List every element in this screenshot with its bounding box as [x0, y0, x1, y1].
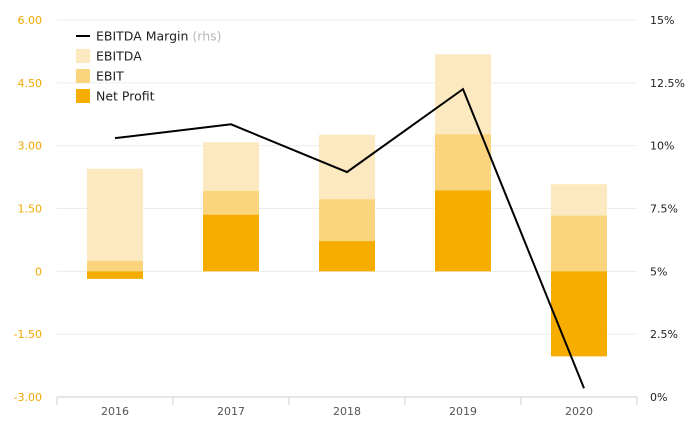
margin-line — [114, 87, 585, 389]
y-left-tick-label: 6.00 — [18, 14, 43, 27]
legend: EBITDA Margin (rhs) EBITDA EBIT Net Profit — [76, 29, 222, 104]
x-tick-label: 2017 — [217, 405, 245, 418]
x-tick-label: 2016 — [101, 405, 129, 418]
bar-net-profit — [551, 271, 607, 357]
legend-item: EBITDA — [76, 49, 142, 64]
x-tick-label: 2020 — [565, 405, 593, 418]
legend-label: EBITDA Margin (rhs) — [96, 29, 222, 44]
x-tick-label: 2019 — [449, 405, 477, 418]
bar-net-profit — [435, 190, 491, 272]
bar-net-profit — [203, 214, 259, 272]
legend-label: EBIT — [96, 69, 124, 84]
bar-ebitda — [87, 168, 143, 272]
bar-net-profit — [319, 241, 375, 272]
y-left-tick-label: -3.00 — [14, 391, 42, 404]
x-tick-label: 2018 — [333, 405, 361, 418]
bars — [87, 54, 607, 357]
legend-swatch — [76, 89, 90, 103]
y-left-tick-label: 3.00 — [18, 140, 43, 153]
y-right-tick-label: 0% — [650, 391, 667, 404]
y-left-tick-label: 4.50 — [18, 77, 43, 90]
y-axis-right: 0% 2.5% 5% 7.5% 10% 12.5% 15% — [650, 14, 685, 404]
line-ebitda-margin — [114, 87, 585, 389]
x-axis: 2016 2017 2018 2019 2020 — [56, 396, 638, 418]
bar-net-profit — [87, 271, 143, 279]
legend-swatch — [76, 49, 90, 63]
legend-item: EBIT — [76, 69, 124, 84]
y-axis-left: -3.00 -1.50 0 1.50 3.00 4.50 6.00 — [14, 14, 42, 404]
y-left-tick-label: -1.50 — [14, 328, 42, 341]
y-left-tick-label: 1.50 — [18, 203, 43, 216]
y-right-tick-label: 12.5% — [650, 77, 685, 90]
legend-note: (rhs) — [192, 29, 221, 44]
y-right-tick-label: 15% — [650, 14, 674, 27]
y-right-tick-label: 2.5% — [650, 328, 678, 341]
legend-label: Net Profit — [96, 89, 155, 104]
bar-ebit — [87, 260, 143, 272]
y-right-tick-label: 7.5% — [650, 203, 678, 216]
bar-ebit — [551, 215, 607, 272]
y-right-tick-label: 5% — [650, 265, 667, 278]
legend-label: EBITDA — [96, 49, 142, 64]
y-left-tick-label: 0 — [35, 265, 42, 278]
legend-swatch — [76, 69, 90, 83]
legend-item: Net Profit — [76, 89, 155, 104]
y-right-tick-label: 10% — [650, 140, 674, 153]
legend-item: EBITDA Margin (rhs) — [76, 29, 222, 44]
